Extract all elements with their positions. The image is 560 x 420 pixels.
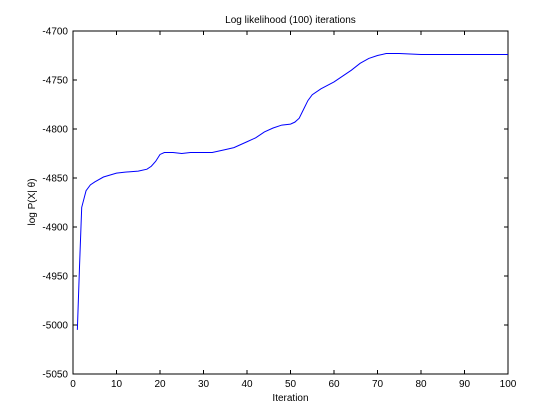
ticks: 0 10 20 30 40 50 60 70 80 90 100 -4700 -4750 -4800 -48… — [42, 27, 516, 391]
y-tick-label: -4850 — [42, 174, 68, 185]
y-tick-label: -5000 — [42, 321, 68, 332]
y-tick-label: -4950 — [42, 272, 68, 283]
y-tick-label: -4800 — [42, 125, 68, 136]
x-tick-label: 90 — [459, 379, 471, 390]
x-tick-label: 80 — [415, 379, 427, 390]
x-tick-label: 60 — [328, 379, 340, 390]
y-tick-label: -4900 — [42, 223, 68, 234]
x-tick-label: 20 — [154, 379, 166, 390]
series-line — [76, 53, 508, 330]
y-tick-label: -5050 — [42, 370, 68, 381]
y-axis-label: log P(X| θ) — [27, 178, 38, 225]
x-axis-label: Iteration — [272, 393, 308, 404]
x-tick-label: 100 — [500, 379, 517, 390]
chart-title: Log likelihood (100) iterations — [225, 15, 356, 26]
plot-frame — [72, 30, 509, 375]
x-tick-label: 70 — [372, 379, 384, 390]
x-tick-label: 0 — [70, 379, 76, 390]
x-tick-label: 40 — [241, 379, 253, 390]
y-tick-label: -4700 — [42, 27, 68, 38]
x-tick-label: 10 — [111, 379, 123, 390]
x-tick-label: 30 — [198, 379, 210, 390]
y-tick-label: -4750 — [42, 76, 68, 87]
x-tick-label: 50 — [285, 379, 297, 390]
